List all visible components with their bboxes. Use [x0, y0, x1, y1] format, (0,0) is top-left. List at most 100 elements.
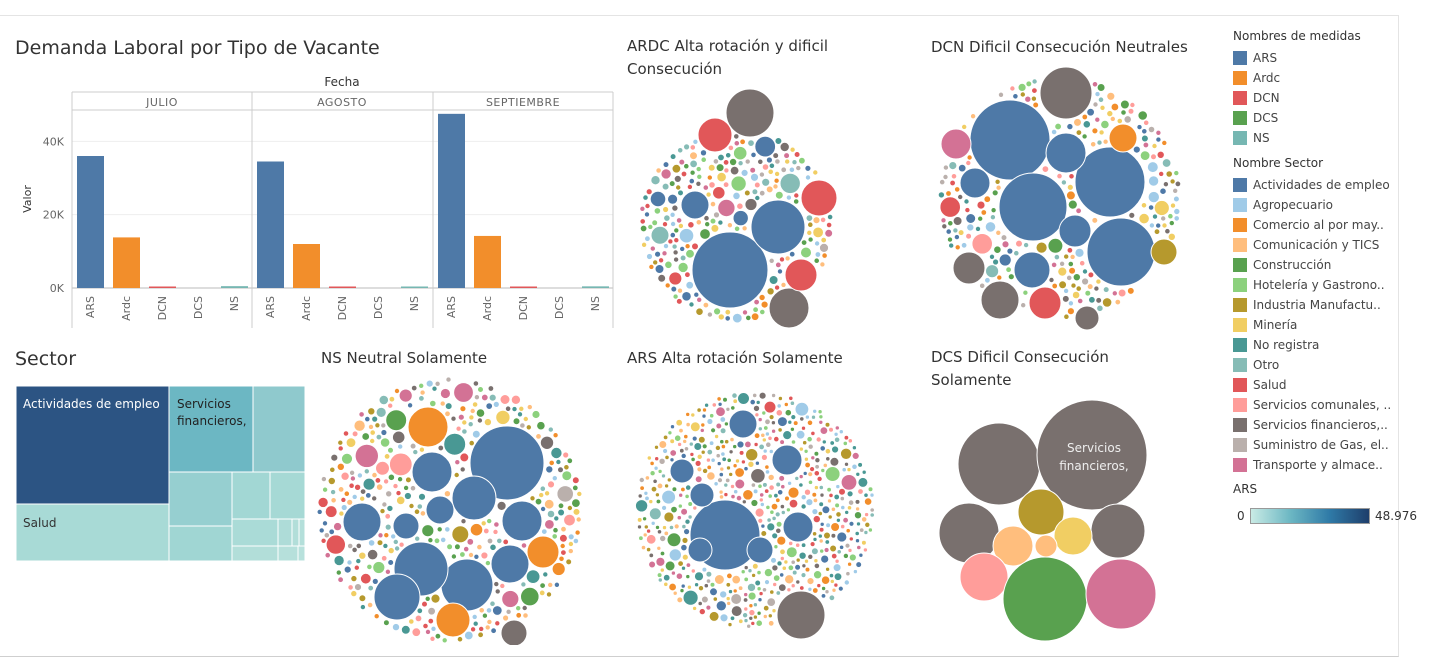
bubble[interactable] [742, 612, 748, 618]
bubble[interactable] [971, 233, 993, 255]
bubble[interactable] [672, 293, 679, 300]
bubble[interactable] [737, 392, 750, 405]
bubble[interactable] [963, 198, 970, 205]
bubble[interactable] [1097, 83, 1106, 92]
bubble[interactable] [373, 573, 421, 621]
bubble[interactable] [371, 415, 378, 423]
bubble[interactable] [773, 436, 780, 442]
bubble[interactable] [559, 543, 566, 549]
bubble[interactable] [1087, 283, 1094, 290]
bubble[interactable] [421, 524, 435, 537]
bubble[interactable] [776, 536, 787, 546]
bubble[interactable] [568, 541, 574, 547]
bubble[interactable] [694, 571, 704, 582]
bubble[interactable] [544, 490, 550, 497]
bubble[interactable] [1066, 274, 1073, 281]
bubble[interactable] [771, 444, 803, 476]
bubble[interactable] [662, 161, 670, 168]
bubble[interactable] [772, 183, 779, 190]
bubble[interactable] [425, 629, 431, 635]
bubble[interactable] [1017, 83, 1027, 92]
bubble[interactable] [998, 172, 1068, 242]
bubble[interactable] [667, 238, 674, 245]
bubble[interactable] [689, 169, 696, 176]
bubble[interactable] [847, 561, 852, 567]
bubble[interactable] [643, 491, 649, 496]
bubble[interactable] [961, 124, 968, 130]
bubble[interactable] [672, 590, 678, 596]
bubble[interactable] [789, 251, 796, 258]
bubble[interactable] [338, 486, 345, 493]
measure-legend-item[interactable]: DCN [1233, 88, 1403, 108]
bubble[interactable] [367, 585, 374, 592]
bubble[interactable] [863, 530, 869, 535]
bubble[interactable] [954, 234, 960, 240]
bubble[interactable] [418, 383, 424, 389]
bubble[interactable] [852, 445, 857, 450]
bubble[interactable] [799, 585, 805, 591]
bubble[interactable] [354, 484, 361, 491]
bubble[interactable] [435, 602, 471, 638]
bubble[interactable] [998, 253, 1012, 267]
bubble[interactable] [755, 619, 763, 627]
bubble[interactable] [1081, 277, 1089, 286]
bubble[interactable] [1100, 120, 1110, 129]
bubble[interactable] [511, 406, 518, 412]
bubble[interactable] [1063, 288, 1069, 294]
bubble[interactable] [353, 419, 366, 432]
bubble[interactable] [760, 300, 769, 309]
bubble[interactable] [794, 151, 801, 158]
bubble[interactable] [773, 574, 781, 582]
bubble[interactable] [776, 403, 782, 409]
bubble[interactable] [847, 505, 852, 511]
bubble[interactable] [840, 505, 846, 510]
bubble[interactable] [750, 499, 759, 507]
bubble[interactable] [824, 422, 831, 428]
bubble[interactable] [1138, 213, 1150, 224]
bubble[interactable] [483, 528, 490, 535]
bubble[interactable] [716, 396, 722, 402]
bubble[interactable] [807, 221, 814, 228]
bubble[interactable] [750, 468, 766, 484]
bubble[interactable] [728, 589, 733, 594]
bubble[interactable] [753, 602, 758, 607]
bubble[interactable] [711, 402, 717, 408]
bar-septiembre-ns[interactable] [582, 286, 609, 288]
sector-legend-item[interactable]: Industria Manufactu.. [1233, 295, 1403, 315]
bubble[interactable] [687, 501, 693, 507]
bubble[interactable] [337, 445, 344, 452]
bubble[interactable] [706, 578, 711, 584]
bubble[interactable] [681, 524, 687, 529]
bubble[interactable] [1155, 136, 1162, 143]
bubble[interactable] [1173, 215, 1180, 222]
bubble[interactable] [390, 533, 396, 540]
bubble[interactable] [1096, 139, 1103, 146]
bubble[interactable] [1072, 291, 1080, 299]
bubble[interactable] [840, 524, 846, 529]
bubble[interactable] [648, 499, 654, 504]
bubble[interactable] [777, 268, 783, 275]
bubble[interactable] [965, 213, 976, 224]
bubble[interactable] [515, 612, 522, 619]
bubble[interactable] [684, 243, 691, 249]
bubble[interactable] [970, 113, 976, 120]
bubble[interactable] [847, 548, 853, 553]
bubble[interactable] [687, 221, 695, 229]
treemap-cell[interactable] [231, 518, 279, 547]
bubble[interactable] [1000, 234, 1008, 241]
bubble[interactable] [819, 261, 826, 268]
bubble[interactable] [657, 469, 663, 474]
bubble[interactable] [472, 401, 478, 408]
bubble[interactable] [789, 400, 795, 406]
bubble[interactable] [689, 452, 695, 457]
bubble[interactable] [1062, 295, 1070, 303]
bubble[interactable] [869, 507, 875, 513]
bubble[interactable] [855, 472, 861, 477]
bubble[interactable] [650, 486, 657, 493]
bubble[interactable] [683, 163, 690, 170]
bubble[interactable] [367, 407, 376, 416]
treemap-cell[interactable] [277, 518, 293, 547]
bubble[interactable] [1092, 81, 1098, 88]
bubble[interactable] [775, 191, 784, 200]
bubble[interactable] [966, 154, 973, 161]
